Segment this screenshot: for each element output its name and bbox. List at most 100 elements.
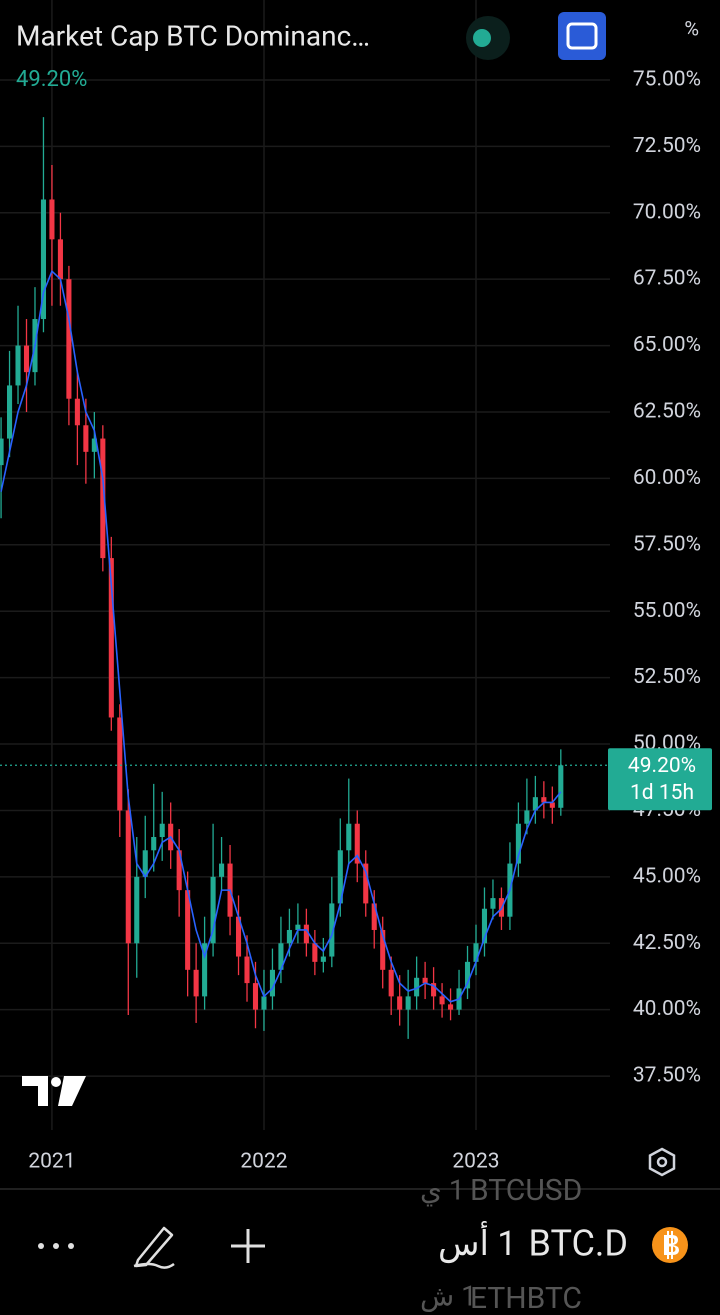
bitcoin-icon: [652, 1227, 688, 1263]
candle-body: [397, 996, 403, 1010]
candle-body: [269, 969, 275, 997]
candle-body: [66, 279, 72, 399]
candle-body: [541, 797, 547, 803]
unit-label: %: [684, 16, 699, 40]
candle-body: [142, 850, 148, 877]
y-tick-label: 45.00%: [633, 864, 701, 888]
candle-body: [91, 438, 97, 452]
candle-body: [235, 916, 242, 957]
candle-body: [303, 924, 309, 944]
symbol-selector[interactable]: BTC.D: [529, 1223, 629, 1265]
more-button[interactable]: [38, 1243, 74, 1249]
y-tick-label: 65.00%: [633, 333, 701, 357]
candle-body: [549, 802, 555, 808]
candle-body: [431, 983, 437, 997]
x-tick-label: 2023: [452, 1150, 499, 1174]
y-tick-label: 40.00%: [633, 997, 701, 1021]
plot: [0, 117, 564, 1039]
y-tick-label: 60.00%: [633, 466, 701, 490]
candle-body: [473, 943, 479, 962]
candle-body: [286, 929, 292, 944]
fullscreen-button[interactable]: [558, 12, 606, 60]
countdown-label: 1d 15h: [630, 781, 694, 805]
candle-body: [380, 929, 386, 970]
tv-logo: [22, 1076, 86, 1106]
candle-body: [100, 438, 106, 559]
candle-body: [278, 943, 284, 970]
candle-body: [6, 385, 13, 439]
candle-body: [108, 558, 114, 718]
candle-body: [558, 765, 564, 808]
y-tick-label: 57.50%: [633, 532, 701, 556]
last-price-box: [608, 748, 712, 811]
candle-body: [354, 823, 360, 864]
candle-body: [83, 425, 89, 452]
candle-body: [524, 810, 530, 824]
y-tick-label: 70.00%: [633, 200, 701, 224]
candle-body: [422, 977, 428, 984]
candle-body: [346, 823, 352, 851]
candle-body: [405, 996, 411, 1010]
candle-body: [295, 924, 301, 930]
candle-body: [49, 199, 55, 240]
x-tick-label: 2021: [28, 1150, 75, 1174]
candle-body: [40, 199, 47, 320]
y-tick-label: 62.50%: [633, 400, 701, 424]
y-tick-label: 72.50%: [633, 134, 701, 158]
candle-body: [363, 863, 369, 904]
candle-body: [320, 956, 326, 962]
draw-button[interactable]: [133, 1226, 175, 1269]
candle-body: [464, 961, 471, 989]
candle-body: [57, 239, 63, 280]
candle-body: [481, 908, 488, 944]
chart-title: Market Cap BTC Dominanc…: [16, 19, 370, 52]
candle-body: [244, 956, 250, 984]
candle-body: [490, 898, 496, 909]
candle-body: [210, 876, 216, 944]
y-tick-label: 67.50%: [633, 267, 701, 291]
candle-body: [515, 823, 521, 864]
candle-body: [202, 943, 208, 997]
picker-above-symbol: BTCUSD: [470, 1173, 582, 1208]
candle-body: [532, 797, 538, 811]
candle-body: [312, 943, 318, 962]
candle-body: [439, 996, 445, 1005]
interval-selector[interactable]: 1 أس: [438, 1221, 517, 1264]
status-dot: [473, 29, 491, 47]
candle-body: [159, 823, 165, 838]
y-tick-label: 75.00%: [633, 68, 701, 92]
candle-body: [125, 810, 131, 944]
candle-body: [448, 1004, 454, 1010]
candle-body: [0, 438, 4, 466]
y-tick-label: 55.00%: [633, 599, 701, 623]
candle-body: [185, 890, 191, 970]
candle-body: [252, 983, 259, 1010]
add-button[interactable]: [231, 1229, 265, 1263]
picker-below-symbol: ETHBTC: [470, 1281, 582, 1315]
picker-below-interval: 1 ش: [420, 1279, 477, 1312]
y-tick-label: 42.50%: [633, 931, 701, 955]
candle-body: [261, 996, 267, 1010]
candle-body: [117, 717, 123, 811]
candle-body: [74, 398, 80, 426]
picker-above-interval: 1 ي: [420, 1173, 465, 1206]
candle-body: [176, 850, 182, 891]
legend-value: 49.20%: [16, 67, 87, 92]
grid: [0, 0, 610, 1130]
candle-body: [15, 345, 21, 386]
x-tick-label: 2022: [240, 1150, 287, 1174]
candle-body: [23, 345, 30, 373]
candle-body: [329, 903, 335, 957]
candle-body: [388, 969, 394, 997]
candle-body: [414, 977, 420, 997]
candle-body: [134, 876, 140, 944]
candle-body: [219, 863, 225, 877]
candle-body: [337, 850, 343, 904]
moving-average: [0, 269, 562, 1003]
last-price-label: 49.20%: [628, 754, 696, 778]
candle-body: [151, 837, 157, 851]
settings-icon[interactable]: [648, 1147, 676, 1177]
candle-body: [193, 969, 199, 997]
